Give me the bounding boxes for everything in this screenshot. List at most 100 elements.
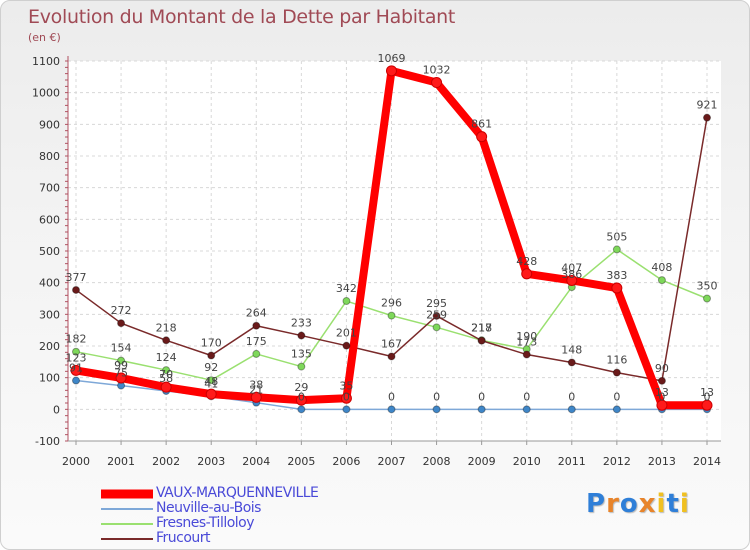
- legend-swatch-fresnes-tilloloy: [101, 522, 153, 525]
- data-label: 167: [381, 337, 402, 350]
- x-tick-label: 2011: [558, 455, 586, 468]
- data-label: 13: [655, 386, 669, 399]
- data-label: 173: [516, 336, 537, 349]
- legend-label: Fresnes-Tilloloy: [156, 515, 255, 531]
- data-point: [250, 391, 262, 403]
- data-label: 92: [204, 361, 218, 374]
- data-label: 170: [201, 337, 222, 350]
- x-tick-label: 2013: [648, 455, 676, 468]
- data-point: [162, 366, 171, 375]
- data-point: [342, 341, 351, 350]
- data-point: [342, 297, 351, 306]
- y-axis-unit: (en €): [28, 31, 61, 44]
- data-label: 91: [69, 362, 83, 375]
- data-point: [162, 336, 171, 345]
- legend-label: Frucourt: [156, 530, 211, 546]
- data-point: [657, 376, 666, 385]
- legend-swatch-neuville-au-bois: [101, 507, 153, 510]
- data-label: 154: [111, 342, 132, 355]
- data-point: [205, 388, 217, 400]
- legend-label: Neuville-au-Bois: [156, 500, 261, 516]
- data-label: 182: [66, 333, 87, 346]
- data-point: [566, 274, 578, 286]
- data-label: 921: [697, 99, 718, 112]
- y-tick-label: 300: [39, 308, 60, 321]
- chart-title: Evolution du Montant de la Dette par Hab…: [28, 6, 456, 28]
- data-label: 272: [111, 304, 132, 317]
- data-label: 296: [381, 297, 402, 310]
- x-tick-label: 2008: [423, 455, 451, 468]
- data-label: 0: [298, 390, 305, 403]
- y-tick-label: 1000: [32, 87, 60, 100]
- y-tick-label: 900: [39, 118, 60, 131]
- data-point: [387, 311, 396, 320]
- x-tick-label: 2006: [332, 455, 360, 468]
- data-label: 175: [246, 335, 267, 348]
- data-label: 123: [66, 351, 87, 364]
- data-label: 218: [156, 321, 177, 334]
- data-point: [477, 405, 486, 414]
- data-label: 0: [658, 390, 665, 403]
- data-label: 218: [471, 321, 492, 334]
- data-label: 861: [471, 118, 492, 131]
- x-tick-label: 2007: [378, 455, 406, 468]
- data-label: 201: [336, 327, 357, 340]
- data-point: [386, 65, 397, 77]
- data-label: 408: [651, 261, 672, 274]
- y-tick-label: 500: [39, 245, 60, 258]
- data-label: 190: [516, 330, 537, 343]
- data-label: 0: [388, 390, 395, 403]
- proxiti-logo: Proxiti: [586, 489, 690, 519]
- logo-letter: t: [666, 489, 680, 519]
- data-label: 217: [471, 322, 492, 335]
- y-tick-label: 800: [39, 150, 60, 163]
- data-label: 13: [700, 386, 714, 399]
- data-label: 48: [204, 375, 218, 388]
- data-point: [612, 368, 621, 377]
- data-point: [567, 358, 576, 367]
- data-point: [207, 376, 216, 385]
- data-label: 295: [426, 297, 447, 310]
- x-tick-label: 2009: [468, 455, 496, 468]
- data-point: [432, 405, 441, 414]
- legend-swatch-frucourt: [101, 537, 153, 540]
- data-point: [160, 381, 172, 393]
- data-label: 148: [561, 343, 582, 356]
- data-point: [117, 356, 126, 365]
- y-tick-label: 600: [39, 213, 60, 226]
- data-label: 386: [561, 268, 582, 281]
- data-label: 505: [606, 230, 627, 243]
- y-tick-label: 100: [39, 372, 60, 385]
- data-point: [72, 347, 80, 356]
- data-label: 0: [568, 390, 575, 403]
- logo-letter: x: [638, 489, 657, 519]
- data-point: [297, 331, 306, 340]
- data-label: 35: [339, 379, 353, 392]
- data-point: [432, 323, 441, 332]
- data-label: 377: [66, 271, 87, 284]
- data-label: 38: [249, 378, 263, 391]
- data-label: 0: [433, 390, 440, 403]
- x-tick-label: 2001: [107, 455, 135, 468]
- data-label: 0: [613, 390, 620, 403]
- data-label: 21: [249, 384, 263, 397]
- data-label: 90: [655, 362, 669, 375]
- data-point: [252, 321, 261, 330]
- data-point: [567, 405, 576, 414]
- line-chart: -100010020030040050060070080090010001100…: [32, 52, 721, 468]
- data-label: 407: [561, 261, 582, 274]
- y-tick-label: 700: [39, 182, 60, 195]
- data-label: 342: [336, 282, 357, 295]
- data-point: [295, 394, 307, 406]
- data-point: [252, 349, 261, 358]
- data-label: 1069: [378, 52, 406, 65]
- data-point: [342, 405, 351, 414]
- data-point: [611, 282, 623, 294]
- data-point: [387, 405, 396, 414]
- data-label: 0: [523, 390, 530, 403]
- data-label: 75: [114, 367, 128, 380]
- data-label: 259: [426, 308, 447, 321]
- data-point: [612, 245, 621, 254]
- data-point: [432, 311, 441, 320]
